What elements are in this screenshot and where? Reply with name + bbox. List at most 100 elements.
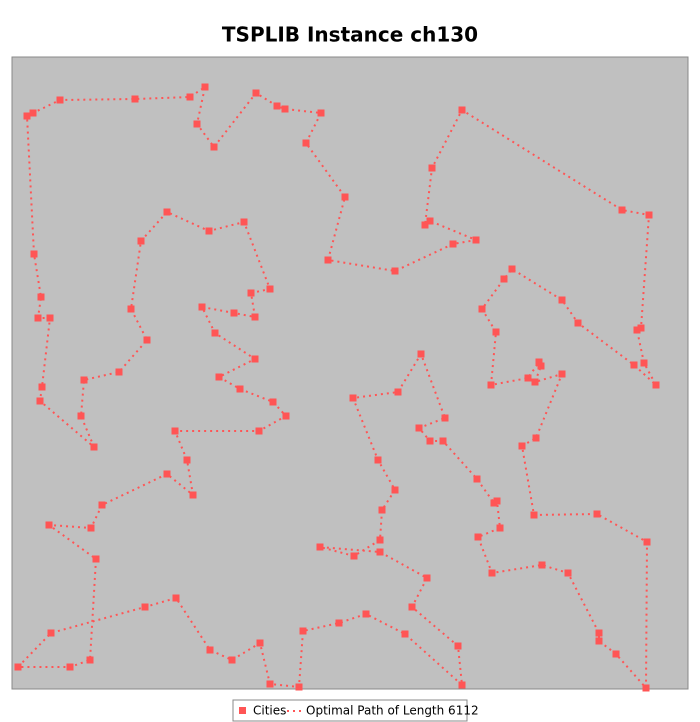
city-marker [127, 305, 135, 313]
city-marker [316, 543, 324, 551]
city-marker [426, 217, 434, 225]
city-marker [206, 646, 214, 654]
city-marker [643, 538, 651, 546]
city-marker [537, 362, 545, 370]
city-marker [186, 93, 194, 101]
city-marker [143, 336, 151, 344]
city-marker [496, 524, 504, 532]
city-marker [23, 112, 31, 120]
city-marker [210, 143, 218, 151]
city-marker [201, 83, 209, 91]
city-marker [458, 106, 466, 114]
city-marker [518, 442, 526, 450]
city-marker [251, 313, 259, 321]
city-marker [56, 96, 64, 104]
city-marker [349, 394, 357, 402]
city-marker [46, 314, 54, 322]
city-marker [183, 456, 191, 464]
city-marker [492, 328, 500, 336]
city-marker [341, 193, 349, 201]
city-marker [324, 256, 332, 264]
city-marker [500, 275, 508, 283]
city-marker [630, 361, 638, 369]
city-marker [240, 218, 248, 226]
city-marker [189, 491, 197, 499]
city-marker [172, 594, 180, 602]
city-marker [252, 89, 260, 97]
city-marker [652, 381, 660, 389]
city-marker [593, 510, 601, 518]
city-marker [490, 499, 498, 507]
city-marker [171, 427, 179, 435]
city-marker [394, 388, 402, 396]
legend-marker [239, 707, 246, 714]
city-marker [391, 486, 399, 494]
city-marker [266, 285, 274, 293]
city-marker [618, 206, 626, 214]
plot-area [11, 56, 689, 690]
city-marker [266, 680, 274, 688]
city-marker [92, 555, 100, 563]
city-marker [86, 656, 94, 664]
city-marker [198, 303, 206, 311]
city-marker [508, 265, 516, 273]
city-marker [558, 370, 566, 378]
city-marker [273, 102, 281, 110]
city-marker [335, 619, 343, 627]
city-marker [215, 373, 223, 381]
city-marker [532, 434, 540, 442]
city-marker [302, 139, 310, 147]
city-marker [595, 629, 603, 637]
city-marker [374, 456, 382, 464]
city-marker [595, 637, 603, 645]
city-marker [415, 424, 423, 432]
city-marker [230, 309, 238, 317]
legend-box [232, 699, 468, 722]
city-marker [474, 533, 482, 541]
city-marker [163, 208, 171, 216]
city-marker [423, 574, 431, 582]
city-marker [281, 105, 289, 113]
chart-title: TSPLIB Instance ch130 [222, 23, 478, 47]
legend: Cities Optimal Path of Length 6112 [232, 699, 479, 722]
city-marker [29, 109, 37, 117]
city-marker [633, 326, 641, 334]
city-marker [417, 350, 425, 358]
city-marker [131, 95, 139, 103]
city-marker [535, 358, 543, 366]
city-marker [362, 610, 370, 618]
city-marker [163, 470, 171, 478]
city-marker [34, 314, 42, 322]
city-marker [295, 683, 303, 691]
city-marker [538, 561, 546, 569]
city-marker [228, 656, 236, 664]
city-marker [317, 109, 325, 117]
city-marker [14, 663, 22, 671]
city-marker [211, 329, 219, 337]
city-marker [256, 639, 264, 647]
city-marker [299, 627, 307, 635]
city-marker [524, 374, 532, 382]
tour-path [15, 84, 657, 691]
city-marker [428, 164, 436, 172]
city-marker [378, 506, 386, 514]
city-marker [80, 376, 88, 384]
city-marker [141, 603, 149, 611]
city-marker [77, 412, 85, 420]
city-marker [376, 536, 384, 544]
city-marker [574, 319, 582, 327]
city-marker [255, 427, 263, 435]
city-marker [98, 501, 106, 509]
city-marker [115, 368, 123, 376]
legend-label: Optimal Path of Length 6112 [306, 704, 479, 718]
city-marker [408, 603, 416, 611]
city-marker [269, 398, 277, 406]
city-marker [282, 412, 290, 420]
city-marker [488, 569, 496, 577]
city-marker [421, 221, 429, 229]
city-marker [458, 681, 466, 689]
city-marker [376, 548, 384, 556]
city-marker [426, 437, 434, 445]
city-marker [439, 437, 447, 445]
city-marker [478, 305, 486, 313]
